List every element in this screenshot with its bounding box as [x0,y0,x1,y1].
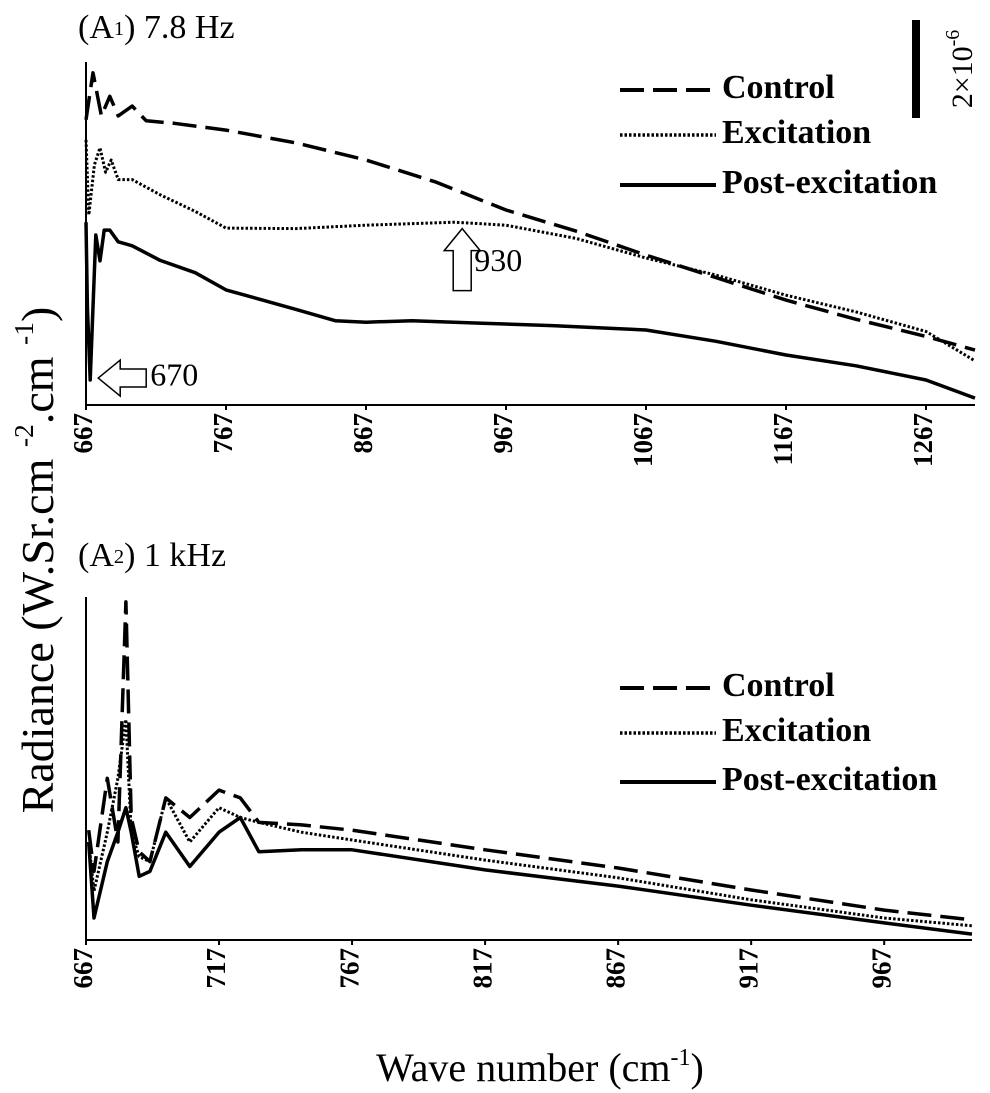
annotation: 930 [474,242,522,278]
label-part: -2 [8,424,39,447]
x-tick-label: 867 [348,413,378,454]
x-tick-label: 767 [334,948,364,989]
x-tick-label: 1167 [768,413,798,466]
legend-label: Control [722,69,835,106]
label-part: -1 [671,1045,691,1071]
legend-label: Post-excitation [722,761,937,798]
annotation-arrow [97,358,147,398]
label-part: ) 1 kHz [124,537,226,574]
x-tick-label: 867 [600,948,630,989]
label-part: 2 [114,546,124,568]
series-line [86,805,973,936]
label-part: (A [78,9,114,46]
series-line [84,139,976,363]
x-tick-label: 917 [733,948,763,989]
x-tick-label: 1067 [628,413,658,467]
label: (A2) 1 kHz [78,537,226,574]
series-line [84,222,976,400]
x-tick-label: 667 [68,413,98,454]
x-tick-label: 967 [488,413,518,454]
label-part: ) [691,1045,704,1090]
label-part: Radiance (W.Sr.cm [12,447,63,813]
label: Wave number (cm-1) [376,1045,704,1091]
x-tick-label: 767 [208,413,238,454]
series-line [87,718,973,928]
x-tick-label: 967 [866,948,896,989]
scale-bar [912,20,920,118]
legend-label: Post-excitation [722,164,937,201]
scale-bar-label: 2×10-6 [942,30,979,109]
label-part: 2×10 [946,46,979,108]
label-part: 1 [114,18,124,40]
legend-label: Excitation [722,114,871,151]
label: Radiance (W.Sr.cm -2.cm -1) [8,307,63,814]
label-part: -1 [8,322,39,345]
label-part: Wave number (cm [376,1045,670,1090]
label-part: .cm [12,345,63,424]
label-part: ) 7.8 Hz [124,9,234,46]
series-line [84,71,976,352]
series-line [86,600,973,922]
annotation: 670 [150,356,198,392]
x-tick-label: 667 [68,948,98,989]
label-part: ) [12,307,63,322]
x-tick-label: 717 [201,948,231,989]
label-part: (A [78,537,114,574]
x-tick-label: 817 [467,948,497,989]
label: (A1) 7.8 Hz [78,9,235,46]
annotation-arrow [442,227,482,292]
legend-label: Control [722,667,835,704]
legend-label: Excitation [722,712,871,749]
label-part: -6 [942,30,964,47]
x-tick-label: 1267 [908,413,938,467]
